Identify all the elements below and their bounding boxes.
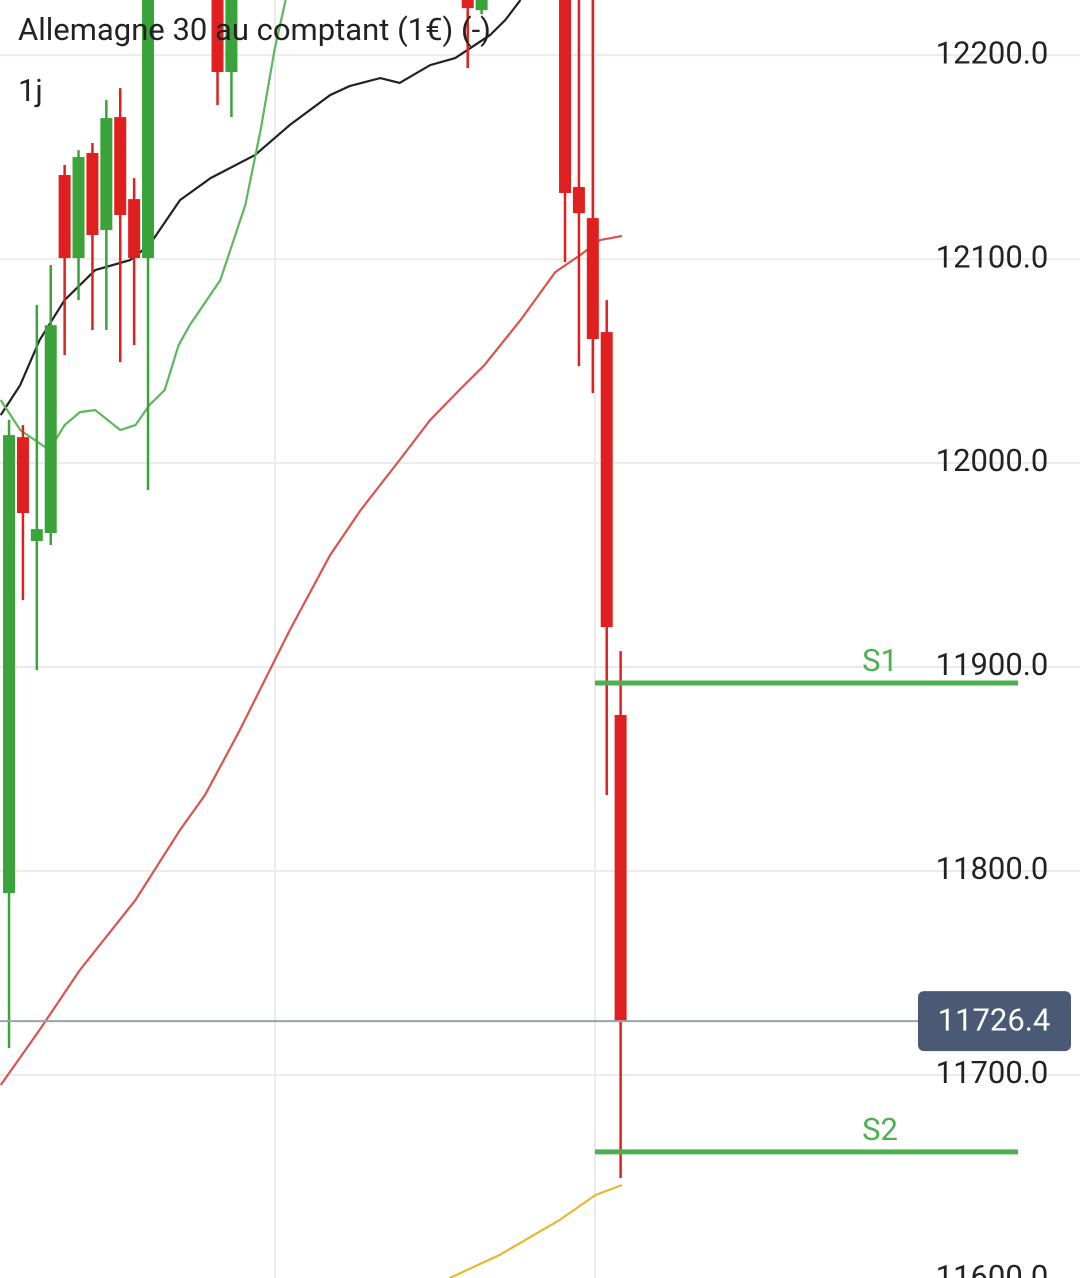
candle-body (461, 0, 474, 9)
candle-body (128, 199, 141, 259)
candle-body (16, 437, 29, 514)
candle-body (100, 118, 113, 231)
indicator-line (449, 1183, 623, 1278)
candle-body (86, 152, 99, 235)
indicator-line (0, 0, 522, 416)
y-tick-label: 11900.0 (936, 646, 1049, 683)
candle-body (559, 0, 572, 193)
chart-subtitle: 1j (18, 72, 43, 109)
candle-body (211, 0, 224, 73)
candle-body (475, 0, 488, 11)
support-label: S2 (862, 1111, 898, 1148)
candle-body (142, 0, 155, 259)
candle-body (72, 157, 85, 259)
indicator-line (0, 234, 623, 1086)
candle-body (586, 218, 599, 340)
y-tick-label: 11600.0 (936, 1258, 1049, 1278)
y-tick-label: 11800.0 (936, 850, 1049, 887)
candle-body (30, 529, 43, 541)
candle-body (614, 714, 627, 1022)
indicator-line (0, 0, 287, 452)
candle-body (572, 187, 585, 214)
candle-body (44, 325, 57, 534)
support-label: S1 (862, 642, 898, 679)
y-tick-label: 11700.0 (936, 1054, 1049, 1091)
y-tick-label: 12000.0 (936, 442, 1049, 479)
last-price-label: 11726.4 (938, 1001, 1051, 1038)
candle-body (225, 0, 238, 73)
candle-body (3, 435, 16, 894)
candle-body (114, 117, 127, 216)
chart-title: Allemagne 30 au comptant (1€) (-) (18, 11, 491, 48)
candle-body (600, 332, 613, 628)
y-tick-label: 12100.0 (936, 238, 1049, 275)
y-tick-label: 12200.0 (936, 34, 1049, 71)
last-price-box (918, 991, 1071, 1052)
candle-body (58, 175, 71, 259)
